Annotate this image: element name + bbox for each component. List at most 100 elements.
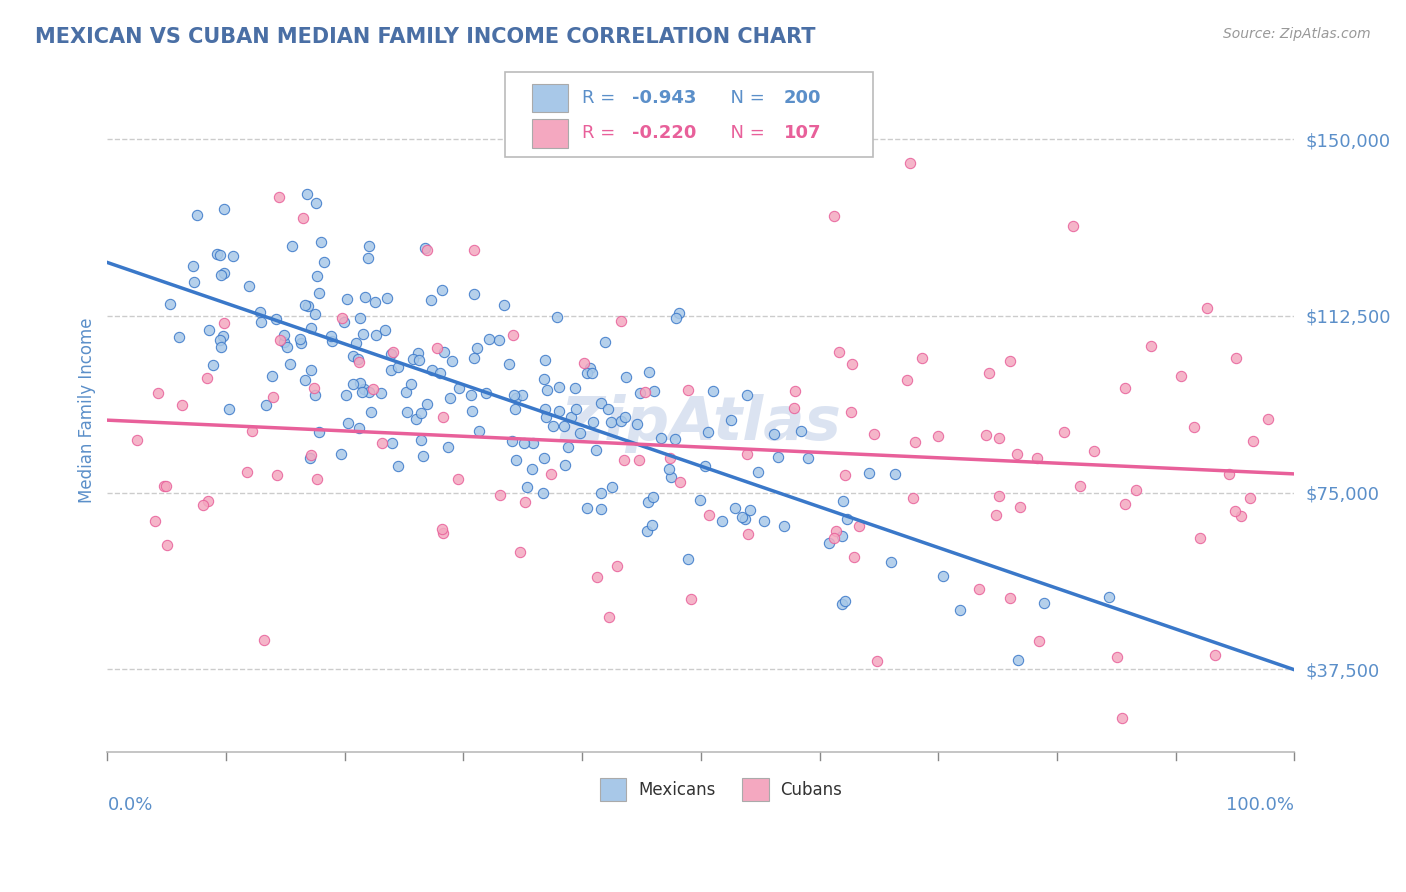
- Point: [1062, 219, 1084, 234]
- Point: [264, 312, 287, 326]
- Point: [353, 382, 375, 396]
- Point: [534, 353, 557, 368]
- Point: [181, 259, 204, 273]
- Bar: [533, 84, 568, 112]
- Point: [269, 333, 291, 347]
- Point: [291, 211, 314, 225]
- Text: Cubans: Cubans: [780, 780, 842, 798]
- Point: [1005, 447, 1028, 461]
- Point: [503, 401, 526, 416]
- Point: [172, 398, 194, 412]
- Point: [290, 335, 312, 350]
- Point: [420, 293, 443, 308]
- Point: [752, 515, 775, 529]
- Text: -0.943: -0.943: [633, 89, 696, 107]
- Point: [280, 239, 302, 253]
- Point: [349, 311, 371, 326]
- Point: [1257, 412, 1279, 426]
- Point: [628, 386, 651, 401]
- Point: [208, 248, 231, 262]
- Text: 100.0%: 100.0%: [1226, 797, 1295, 814]
- Point: [613, 453, 636, 467]
- Point: [332, 315, 354, 329]
- Point: [439, 391, 461, 405]
- Point: [884, 467, 907, 482]
- Point: [312, 255, 335, 269]
- Point: [600, 480, 623, 494]
- Point: [145, 515, 167, 529]
- Point: [659, 469, 682, 483]
- Bar: [533, 120, 568, 148]
- Point: [548, 404, 571, 418]
- Point: [1098, 590, 1121, 604]
- Point: [202, 358, 225, 372]
- Point: [380, 363, 402, 377]
- Text: 107: 107: [785, 125, 821, 143]
- Point: [461, 404, 484, 418]
- Point: [974, 427, 997, 442]
- Point: [676, 383, 699, 397]
- Point: [432, 410, 454, 425]
- Point: [665, 311, 688, 326]
- Point: [1114, 381, 1136, 395]
- Point: [509, 545, 531, 559]
- Point: [1197, 301, 1219, 315]
- Point: [197, 494, 219, 508]
- Point: [987, 489, 1010, 503]
- Point: [360, 405, 382, 419]
- Point: [405, 412, 427, 426]
- Point: [737, 527, 759, 541]
- Point: [212, 202, 235, 216]
- Point: [295, 187, 318, 202]
- Point: [416, 243, 439, 257]
- Point: [904, 435, 927, 450]
- Point: [195, 370, 218, 384]
- Point: [1053, 425, 1076, 440]
- Point: [447, 472, 470, 486]
- Point: [344, 335, 367, 350]
- Point: [488, 488, 510, 502]
- Point: [380, 346, 402, 360]
- Point: [817, 536, 839, 550]
- Point: [540, 467, 562, 481]
- Point: [548, 380, 571, 394]
- Point: [636, 524, 658, 538]
- Point: [1239, 491, 1261, 505]
- Point: [533, 372, 555, 386]
- Point: [839, 405, 862, 419]
- Point: [413, 241, 436, 255]
- Point: [276, 339, 298, 353]
- Point: [347, 355, 370, 369]
- Point: [478, 332, 501, 346]
- Point: [533, 451, 555, 466]
- Point: [998, 354, 1021, 368]
- Text: R =: R =: [582, 89, 621, 107]
- Point: [236, 466, 259, 480]
- Point: [183, 275, 205, 289]
- Point: [297, 299, 319, 313]
- Point: [979, 366, 1001, 380]
- Point: [432, 525, 454, 540]
- Point: [167, 329, 190, 343]
- Point: [250, 315, 273, 329]
- Point: [426, 341, 449, 355]
- Point: [336, 292, 359, 306]
- Point: [516, 480, 538, 494]
- Point: [510, 388, 533, 402]
- Point: [267, 190, 290, 204]
- Point: [321, 328, 343, 343]
- Point: [790, 424, 813, 438]
- Point: [432, 345, 454, 359]
- Point: [513, 495, 536, 509]
- Point: [498, 357, 520, 371]
- Point: [396, 405, 419, 419]
- Point: [429, 366, 451, 380]
- Point: [463, 351, 485, 366]
- Point: [357, 238, 380, 252]
- Point: [309, 235, 332, 249]
- Point: [828, 345, 851, 359]
- Point: [399, 376, 422, 391]
- Point: [266, 467, 288, 482]
- Point: [299, 450, 322, 465]
- Point: [155, 479, 177, 493]
